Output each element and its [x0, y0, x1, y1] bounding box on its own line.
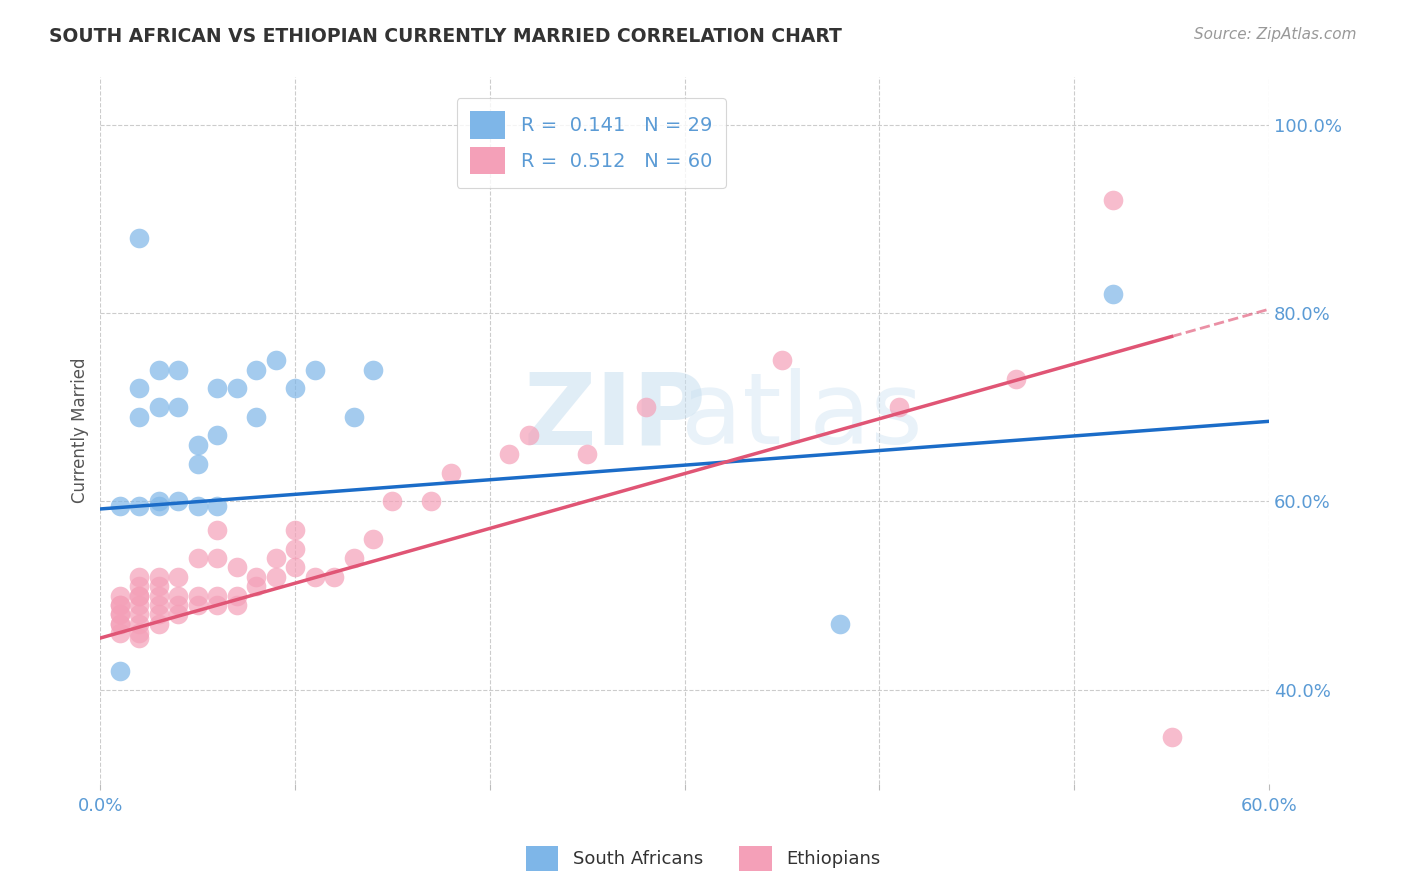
Point	[187, 589, 209, 603]
Point	[187, 457, 209, 471]
Point	[167, 362, 190, 376]
Point	[284, 541, 307, 556]
Point	[128, 607, 150, 622]
Point	[167, 607, 190, 622]
Point	[108, 616, 131, 631]
Point	[205, 598, 228, 612]
Point	[264, 570, 287, 584]
Point	[517, 428, 540, 442]
Point	[128, 570, 150, 584]
Point	[205, 428, 228, 442]
Point	[128, 230, 150, 244]
Point	[264, 353, 287, 368]
Point	[245, 579, 267, 593]
Text: Source: ZipAtlas.com: Source: ZipAtlas.com	[1194, 27, 1357, 42]
Point	[128, 589, 150, 603]
Point	[128, 616, 150, 631]
Point	[225, 598, 247, 612]
Point	[225, 589, 247, 603]
Point	[128, 589, 150, 603]
Point	[128, 626, 150, 640]
Point	[342, 409, 364, 424]
Point	[108, 607, 131, 622]
Point	[1102, 287, 1125, 301]
Point	[342, 550, 364, 565]
Point	[167, 400, 190, 414]
Point	[1102, 193, 1125, 207]
Point	[108, 499, 131, 513]
Point	[887, 400, 910, 414]
Point	[498, 447, 520, 461]
Legend: South Africans, Ethiopians: South Africans, Ethiopians	[519, 838, 887, 879]
Legend: R =  0.141   N = 29, R =  0.512   N = 60: R = 0.141 N = 29, R = 0.512 N = 60	[457, 98, 725, 188]
Point	[108, 607, 131, 622]
Point	[245, 570, 267, 584]
Text: SOUTH AFRICAN VS ETHIOPIAN CURRENTLY MARRIED CORRELATION CHART: SOUTH AFRICAN VS ETHIOPIAN CURRENTLY MAR…	[49, 27, 842, 45]
Point	[284, 523, 307, 537]
Point	[108, 589, 131, 603]
Point	[148, 598, 170, 612]
Point	[245, 362, 267, 376]
Point	[148, 589, 170, 603]
Point	[187, 499, 209, 513]
Point	[108, 598, 131, 612]
Point	[225, 381, 247, 395]
Point	[205, 589, 228, 603]
Point	[148, 400, 170, 414]
Point	[361, 532, 384, 546]
Point	[830, 616, 852, 631]
Point	[205, 550, 228, 565]
Point	[148, 494, 170, 508]
Text: atlas: atlas	[681, 368, 922, 465]
Point	[634, 400, 657, 414]
Point	[108, 626, 131, 640]
Point	[148, 570, 170, 584]
Text: ZIP: ZIP	[523, 368, 706, 465]
Y-axis label: Currently Married: Currently Married	[72, 358, 89, 503]
Point	[128, 631, 150, 645]
Point	[128, 499, 150, 513]
Point	[148, 616, 170, 631]
Point	[1160, 730, 1182, 744]
Point	[205, 381, 228, 395]
Point	[148, 607, 170, 622]
Point	[128, 598, 150, 612]
Point	[576, 447, 599, 461]
Point	[205, 523, 228, 537]
Point	[148, 579, 170, 593]
Point	[420, 494, 443, 508]
Point	[187, 438, 209, 452]
Point	[440, 466, 463, 480]
Point	[167, 589, 190, 603]
Point	[148, 499, 170, 513]
Point	[167, 570, 190, 584]
Point	[245, 409, 267, 424]
Point	[284, 381, 307, 395]
Point	[108, 598, 131, 612]
Point	[148, 362, 170, 376]
Point	[1004, 372, 1026, 386]
Point	[361, 362, 384, 376]
Point	[167, 598, 190, 612]
Point	[264, 550, 287, 565]
Point	[225, 560, 247, 574]
Point	[770, 353, 793, 368]
Point	[381, 494, 404, 508]
Point	[205, 499, 228, 513]
Point	[128, 409, 150, 424]
Point	[187, 550, 209, 565]
Point	[187, 598, 209, 612]
Point	[167, 494, 190, 508]
Point	[128, 579, 150, 593]
Point	[108, 616, 131, 631]
Point	[304, 362, 326, 376]
Point	[304, 570, 326, 584]
Point	[323, 570, 346, 584]
Point	[108, 664, 131, 678]
Point	[128, 381, 150, 395]
Point	[284, 560, 307, 574]
